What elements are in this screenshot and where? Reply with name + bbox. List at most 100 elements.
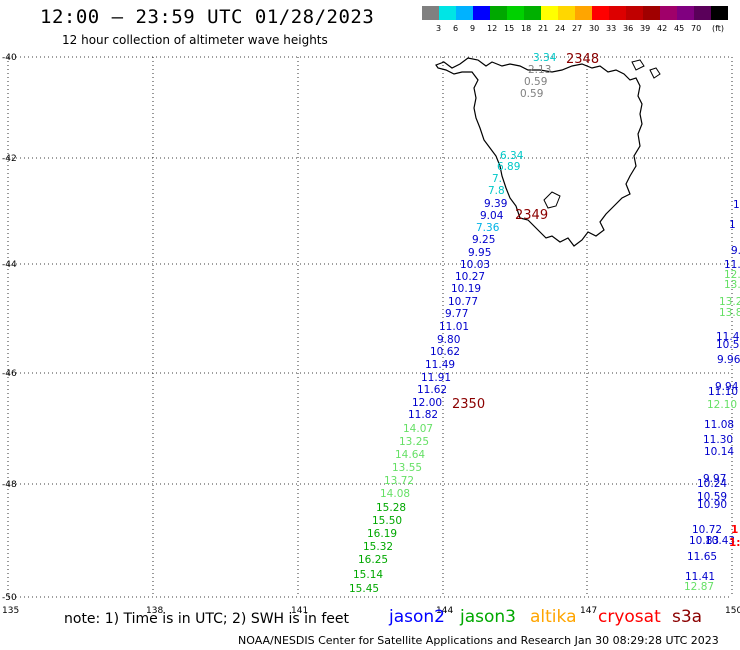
swh-value-label: 1	[729, 219, 736, 231]
legend-swatch	[609, 6, 626, 20]
legend-tick-label: 36	[623, 24, 633, 33]
swh-value-label: 10.43	[705, 535, 735, 547]
credit-line: NOAA/NESDIS Center for Satellite Applica…	[238, 634, 719, 647]
legend-swatch	[422, 6, 439, 20]
lat-tick-label: -46	[2, 369, 17, 379]
legend-tick-label: 21	[538, 24, 548, 33]
legend-tick-label: 24	[555, 24, 565, 33]
swh-value-label: 11.49	[425, 359, 455, 371]
lat-tick-label: -40	[2, 53, 17, 63]
legend-tick-label: 39	[640, 24, 650, 33]
legend-tick-label: 27	[572, 24, 582, 33]
swh-value-label: 2.13	[528, 64, 551, 76]
legend-swatch	[439, 6, 456, 20]
legend-swatch	[592, 6, 609, 20]
swh-value-label: 11.10	[708, 386, 738, 398]
swh-value-label: 10.27	[455, 271, 485, 283]
lat-tick-label: -44	[2, 260, 17, 270]
swh-value-label: 9.	[731, 245, 740, 257]
swh-value-label: 1	[733, 199, 740, 211]
swh-value-label: 16.25	[358, 554, 388, 566]
legend-swatch	[558, 6, 575, 20]
lon-tick-label: 147	[580, 606, 597, 616]
lon-tick-label: 144	[436, 606, 453, 616]
swh-value-label: 0.59	[524, 76, 547, 88]
utc-time-label: 2350	[452, 397, 485, 412]
legend-tick-label: 12	[487, 24, 497, 33]
swh-value-label: 12.	[724, 269, 740, 281]
swh-value-label: 9.25	[472, 234, 495, 246]
swh-value-label: 10.14	[704, 446, 734, 458]
swh-value-label: 10.03	[460, 259, 490, 271]
legend-tick-label: 18	[521, 24, 531, 33]
swh-value-label: 10.5	[716, 339, 739, 351]
swh-value-label: 11.65	[687, 551, 717, 563]
legend-tick-label: 3	[436, 24, 441, 33]
legend-swatch	[524, 6, 541, 20]
legend-swatch	[626, 6, 643, 20]
lat-tick-label: -42	[2, 154, 17, 164]
legend-swatch	[541, 6, 558, 20]
swh-value-label: 11.30	[703, 434, 733, 446]
satellite-label-s3a: s3a	[672, 607, 703, 627]
swh-value-label: 11.	[724, 259, 740, 271]
swh-value-label: 15.32	[363, 541, 393, 553]
swh-value-label: 15.50	[372, 515, 402, 527]
swh-value-label: 7.36	[476, 222, 500, 234]
swh-value-label: 15.28	[376, 502, 406, 514]
swh-value-label: 6.89	[497, 161, 520, 173]
legend-swatch	[473, 6, 490, 20]
swh-value-label: 9.80	[437, 334, 460, 346]
swh-value-label: 13.55	[392, 462, 422, 474]
tasmania-coastline	[435, 57, 661, 247]
swh-value-label: 12.00	[412, 397, 442, 409]
swh-value-label: 11.91	[421, 372, 451, 384]
chart-subtitle: 12 hour collection of altimeter wave hei…	[62, 33, 328, 47]
swh-value-label: 11.01	[439, 321, 469, 333]
satellite-label-altika: altika	[530, 607, 577, 627]
legend-swatch	[694, 6, 711, 20]
swh-value-label: 12.87	[684, 581, 714, 593]
legend-swatch	[456, 6, 473, 20]
swh-value-label: 3.34	[533, 52, 557, 64]
island-outline	[631, 59, 645, 71]
legend-tick-label: 30	[589, 24, 599, 33]
legend-tick-label: 33	[606, 24, 616, 33]
swh-value-label: 7.	[492, 173, 502, 185]
legend-tick-label: 45	[674, 24, 684, 33]
swh-value-label: 11.82	[408, 409, 438, 421]
swh-value-label: 9.94	[715, 381, 739, 393]
lat-tick-label: -48	[2, 480, 17, 490]
swh-value-label: 13.72	[384, 475, 414, 487]
swh-value-label: 16.19	[367, 528, 397, 540]
swh-value-label: 14.08	[380, 488, 410, 500]
legend-tick-label: 6	[453, 24, 458, 33]
swh-value-label: 13.	[724, 279, 740, 291]
swh-value-label: 10.59	[697, 491, 727, 503]
swh-value-label: 10.77	[448, 296, 478, 308]
island-outline	[649, 67, 661, 79]
satellite-label-jason2: jason2	[389, 607, 445, 627]
swh-value-label: 15.14	[353, 569, 383, 581]
swh-value-label: 13.2	[719, 296, 740, 308]
swh-value-label: 11.4	[716, 331, 740, 343]
utc-time-label: 2348	[566, 52, 599, 67]
swh-value-label: 11.08	[704, 419, 734, 431]
lon-tick-label: 141	[291, 606, 308, 616]
lon-tick-label: 150	[725, 606, 740, 616]
legend-tick-label: 15	[504, 24, 514, 33]
swh-value-label: 1	[731, 524, 738, 536]
legend-swatch	[643, 6, 660, 20]
legend-swatch	[711, 6, 728, 20]
swh-value-label: 10.62	[430, 346, 460, 358]
swh-value-label: 0.59	[520, 88, 543, 100]
satellite-label-jason3: jason3	[460, 607, 516, 627]
swh-value-label: 6.34	[500, 150, 524, 162]
satellite-label-cryosat: cryosat	[598, 607, 661, 627]
swh-value-label: 13.25	[399, 436, 429, 448]
swh-value-label: 10.90	[697, 499, 727, 511]
lat-tick-label: -50	[2, 593, 17, 603]
legend-swatch	[507, 6, 524, 20]
swh-value-label: 13.8	[719, 307, 740, 319]
